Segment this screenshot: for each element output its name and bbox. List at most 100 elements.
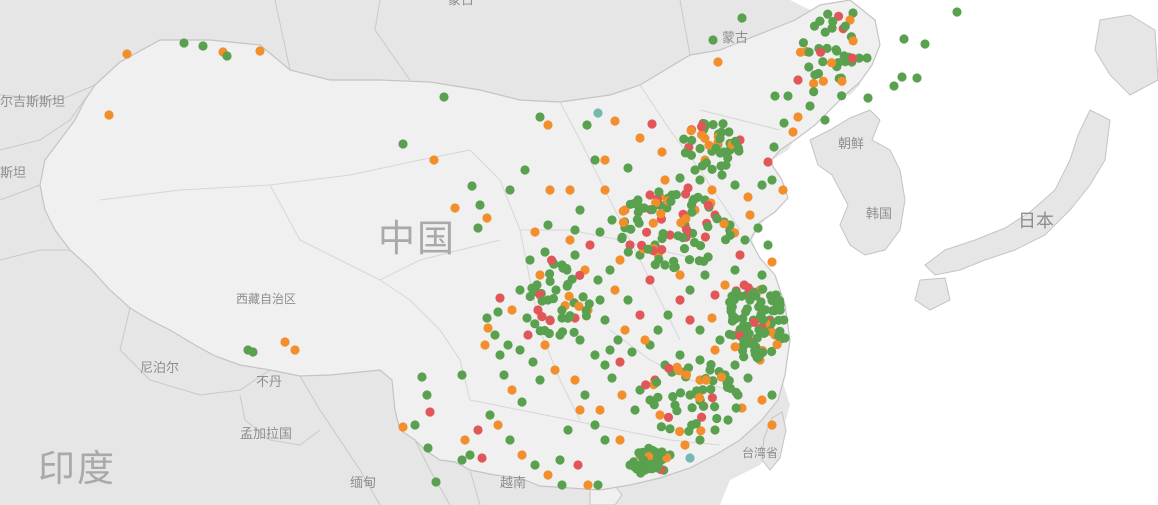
location-dot[interactable]	[708, 376, 718, 386]
location-dot[interactable]	[477, 453, 487, 463]
location-dot[interactable]	[417, 372, 427, 382]
location-dot[interactable]	[457, 455, 467, 465]
location-dot[interactable]	[653, 460, 663, 470]
location-dot[interactable]	[708, 35, 718, 45]
location-dot[interactable]	[632, 464, 642, 474]
location-dot[interactable]	[952, 7, 962, 17]
location-dot[interactable]	[570, 225, 580, 235]
location-dot[interactable]	[724, 376, 734, 386]
location-dot[interactable]	[535, 112, 545, 122]
location-dot[interactable]	[689, 237, 700, 248]
location-dot[interactable]	[429, 155, 439, 165]
location-dot[interactable]	[523, 330, 533, 340]
location-dot[interactable]	[778, 185, 788, 195]
location-dot[interactable]	[672, 362, 682, 372]
location-dot[interactable]	[757, 180, 767, 190]
location-dot[interactable]	[607, 373, 617, 383]
location-dot[interactable]	[575, 405, 585, 415]
location-dot[interactable]	[695, 325, 705, 335]
location-dot[interactable]	[758, 284, 768, 294]
location-dot[interactable]	[600, 315, 610, 325]
location-dot[interactable]	[820, 27, 830, 37]
location-dot[interactable]	[912, 73, 922, 83]
location-dot[interactable]	[767, 420, 777, 430]
location-dot[interactable]	[198, 41, 208, 51]
location-dot[interactable]	[615, 357, 625, 367]
location-dot[interactable]	[774, 315, 784, 325]
location-dot[interactable]	[580, 390, 590, 400]
location-dot[interactable]	[618, 217, 629, 227]
location-dot[interactable]	[605, 265, 615, 275]
location-dot[interactable]	[623, 295, 633, 305]
location-dot[interactable]	[751, 291, 761, 301]
location-dot[interactable]	[422, 390, 432, 400]
location-dot[interactable]	[687, 403, 697, 413]
location-dot[interactable]	[562, 263, 572, 274]
location-dot[interactable]	[690, 165, 700, 175]
location-dot[interactable]	[605, 345, 615, 355]
location-dot[interactable]	[736, 291, 747, 301]
location-dot[interactable]	[700, 232, 711, 242]
location-dot[interactable]	[675, 426, 685, 437]
location-dot[interactable]	[635, 310, 645, 320]
location-dot[interactable]	[680, 148, 691, 158]
location-dot[interactable]	[557, 327, 568, 337]
location-dot[interactable]	[557, 305, 567, 315]
location-dot[interactable]	[654, 187, 664, 197]
location-dot[interactable]	[647, 119, 657, 129]
location-dot[interactable]	[707, 164, 717, 174]
location-dot[interactable]	[495, 293, 505, 303]
location-dot[interactable]	[615, 435, 625, 445]
location-dot[interactable]	[620, 325, 630, 335]
location-dot[interactable]	[730, 180, 740, 190]
location-dot[interactable]	[533, 305, 543, 315]
location-dot[interactable]	[618, 206, 628, 216]
location-dot[interactable]	[837, 91, 847, 101]
location-dot[interactable]	[675, 270, 685, 280]
location-dot[interactable]	[701, 375, 711, 385]
location-dot[interactable]	[681, 189, 691, 199]
location-dot[interactable]	[742, 321, 752, 331]
location-dot[interactable]	[425, 407, 435, 417]
location-dot[interactable]	[493, 307, 503, 317]
location-dot[interactable]	[557, 480, 567, 490]
location-dot[interactable]	[832, 46, 842, 56]
location-dot[interactable]	[290, 345, 300, 355]
location-dot[interactable]	[723, 415, 733, 425]
location-dot[interactable]	[710, 290, 720, 300]
location-dot[interactable]	[788, 127, 798, 137]
location-dot[interactable]	[505, 435, 515, 445]
location-dot[interactable]	[657, 147, 667, 157]
location-dot[interactable]	[641, 380, 651, 390]
location-dot[interactable]	[610, 116, 620, 126]
location-dot[interactable]	[848, 36, 858, 46]
location-dot[interactable]	[634, 448, 644, 458]
location-dot[interactable]	[625, 240, 635, 250]
location-dot[interactable]	[545, 316, 555, 326]
location-dot[interactable]	[582, 120, 592, 130]
location-dot[interactable]	[668, 392, 678, 402]
location-dot[interactable]	[695, 143, 705, 154]
location-dot[interactable]	[719, 219, 729, 229]
location-dot[interactable]	[863, 93, 873, 103]
location-dot[interactable]	[520, 165, 530, 175]
location-dot[interactable]	[398, 422, 408, 432]
location-dot[interactable]	[679, 244, 690, 254]
location-dot[interactable]	[104, 110, 114, 120]
location-dot[interactable]	[724, 329, 735, 339]
location-dot[interactable]	[712, 214, 722, 224]
location-dot[interactable]	[465, 450, 475, 460]
location-dot[interactable]	[457, 370, 467, 380]
location-dot[interactable]	[574, 301, 584, 311]
location-dot[interactable]	[706, 360, 716, 370]
location-dot[interactable]	[698, 401, 709, 411]
location-dot[interactable]	[643, 244, 653, 254]
location-dot[interactable]	[485, 410, 495, 420]
location-dot[interactable]	[595, 295, 605, 305]
location-dot[interactable]	[530, 319, 540, 329]
location-dot[interactable]	[687, 135, 697, 145]
location-dot[interactable]	[697, 412, 707, 422]
location-dot[interactable]	[615, 255, 625, 265]
location-dot[interactable]	[823, 9, 833, 19]
location-dot[interactable]	[840, 21, 850, 31]
